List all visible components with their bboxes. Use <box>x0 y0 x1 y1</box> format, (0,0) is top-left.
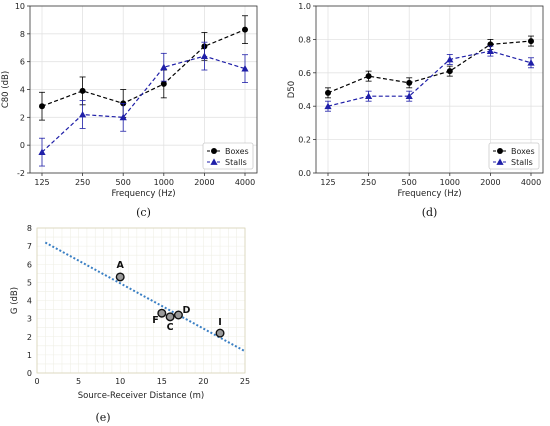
y-tick-label: 0.8 <box>298 35 311 44</box>
x-axis-label: Frequency (Hz) <box>111 189 175 199</box>
point-label-c: C <box>167 322 174 333</box>
y-axis-label: C80 (dB) <box>1 71 11 108</box>
series-line-boxes <box>327 40 532 94</box>
y-tick-label: 0.6 <box>298 69 311 78</box>
legend-marker <box>210 158 218 165</box>
x-tick-label: 500 <box>402 178 417 187</box>
x-tick-label: 10 <box>115 377 125 386</box>
y-tick-label: -2 <box>17 169 25 178</box>
series-line-stalls <box>41 55 246 153</box>
trend-line <box>44 241 246 353</box>
x-tick-label: 250 <box>361 178 376 187</box>
y-tick-label: 1.0 <box>298 2 311 11</box>
x-tick-label: 125 <box>320 178 335 187</box>
point-label-i: I <box>218 317 222 328</box>
x-tick-label: 25 <box>240 377 250 386</box>
data-point-stalls <box>119 113 127 121</box>
data-point-f <box>157 308 167 318</box>
y-tick-label: 0.4 <box>298 102 311 111</box>
data-point-stalls <box>241 65 249 72</box>
figure-caption: (c) <box>136 206 151 219</box>
x-axis-label: Source-Receiver Distance (m) <box>78 391 205 401</box>
point-label-d: D <box>182 305 190 316</box>
data-point-stalls <box>527 59 535 66</box>
chart-e: 0 5 10 15 20 25 0 1 2 3 4 5 6 7 8 Source-Receiver Dista… <box>10 224 250 424</box>
data-point-boxes <box>160 80 167 87</box>
data-point-a <box>115 272 125 282</box>
chart-c: -2 0 2 4 6 8 10 125 250 500 1000 2000 4000 Frequency … <box>1 2 258 219</box>
x-tick-label: 1000 <box>440 178 460 187</box>
chart-d: 0.0 0.2 0.4 0.6 0.8 1.0 125 250 500 1000 2000 4000 F… <box>287 2 544 219</box>
x-tick-label: 250 <box>75 178 90 187</box>
plot-frame <box>36 227 246 374</box>
data-point-boxes <box>446 68 453 75</box>
y-tick-label: 4 <box>20 86 25 95</box>
y-tick-label: 10 <box>15 2 25 11</box>
legend-marker <box>211 148 217 154</box>
figure-caption: (d) <box>422 206 438 219</box>
data-point-stalls <box>324 102 332 110</box>
y-tick-label: 8 <box>27 224 32 233</box>
x-tick-label: 2000 <box>480 178 500 187</box>
y-tick-label: 2 <box>27 333 32 342</box>
figure-caption: (e) <box>95 411 110 424</box>
data-point-boxes <box>39 103 45 110</box>
data-point-stalls <box>446 55 454 63</box>
x-tick-label: 0 <box>34 377 39 386</box>
x-tick-label: 4000 <box>521 178 541 187</box>
data-point-stalls <box>79 110 87 118</box>
series-line-stalls <box>327 50 532 107</box>
y-tick-label: 6 <box>27 260 32 269</box>
x-axis-label: Frequency (Hz) <box>397 189 461 199</box>
data-point-i <box>215 328 225 338</box>
data-point-stalls <box>38 148 46 156</box>
legend-label: Stalls <box>225 158 247 167</box>
data-point-boxes <box>242 26 248 33</box>
x-tick-label: 5 <box>76 377 81 386</box>
y-tick-label: 5 <box>27 278 32 287</box>
y-tick-label: 4 <box>27 297 32 306</box>
y-tick-label: 1 <box>27 351 32 360</box>
y-tick-label: 0 <box>27 369 32 378</box>
y-axis-label: G (dB) <box>10 287 20 314</box>
y-tick-label: 3 <box>27 315 32 324</box>
legend-marker <box>497 148 503 154</box>
point-label-a: A <box>117 260 125 271</box>
data-point-d <box>173 310 183 320</box>
x-tick-label: 1000 <box>154 178 174 187</box>
data-point-boxes <box>325 89 331 96</box>
data-point-boxes <box>79 87 86 94</box>
data-point-stalls <box>405 92 413 100</box>
legend-label: Boxes <box>225 147 249 156</box>
x-tick-label: 125 <box>34 178 49 187</box>
data-point-stalls <box>486 47 494 54</box>
x-tick-label: 2000 <box>194 178 214 187</box>
y-tick-label: 0.0 <box>298 169 311 178</box>
data-point-c <box>165 312 175 322</box>
data-point-stalls <box>160 63 168 71</box>
data-point-stalls <box>200 52 208 59</box>
y-tick-label: 6 <box>20 58 25 67</box>
y-tick-label: 2 <box>20 113 25 122</box>
x-tick-label: 500 <box>116 178 131 187</box>
x-tick-label: 20 <box>198 377 208 386</box>
y-tick-label: 0.2 <box>298 136 311 145</box>
data-point-boxes <box>528 38 534 45</box>
x-tick-label: 4000 <box>235 178 255 187</box>
point-label-f: F <box>152 315 159 326</box>
legend-label: Stalls <box>511 158 533 167</box>
y-axis-label: D50 <box>287 81 297 98</box>
legend-marker <box>496 158 504 165</box>
plot-frame <box>315 5 544 174</box>
legend-label: Boxes <box>511 147 535 156</box>
data-point-boxes <box>406 79 413 86</box>
y-tick-label: 8 <box>20 30 25 39</box>
y-tick-label: 7 <box>27 242 32 251</box>
data-point-boxes <box>365 73 372 80</box>
data-point-stalls <box>365 92 373 100</box>
series-line-boxes <box>41 29 246 107</box>
x-tick-label: 15 <box>157 377 167 386</box>
y-tick-label: 0 <box>20 141 25 150</box>
